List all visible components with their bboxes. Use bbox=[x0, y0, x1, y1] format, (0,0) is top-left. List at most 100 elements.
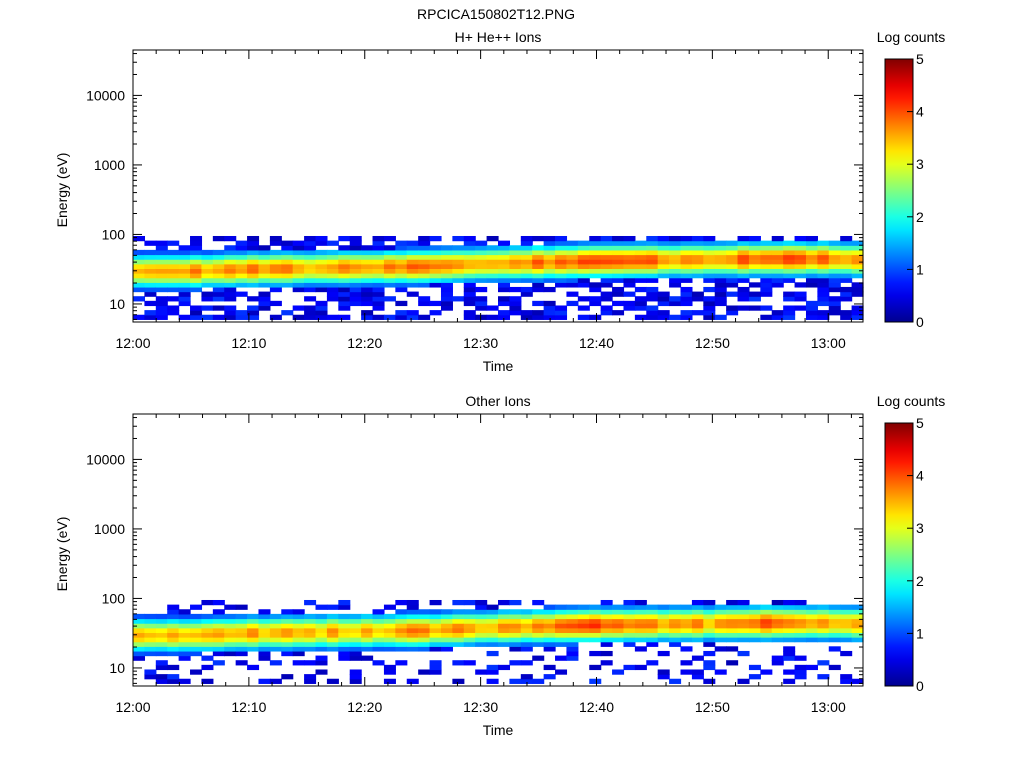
heatmap-cell bbox=[714, 604, 727, 610]
heatmap-cell bbox=[406, 263, 419, 270]
heatmap-cell bbox=[509, 273, 522, 279]
heatmap-cell bbox=[646, 268, 659, 274]
heatmap-cell bbox=[737, 249, 750, 256]
heatmap-cell bbox=[383, 627, 396, 634]
heatmap-cell bbox=[440, 286, 453, 293]
heatmap-cell bbox=[440, 632, 453, 638]
heatmap-cell bbox=[532, 627, 545, 634]
heatmap-cell bbox=[840, 632, 853, 638]
heatmap-cell bbox=[224, 286, 237, 293]
heatmap-cell bbox=[817, 310, 830, 316]
heatmap-cell bbox=[338, 273, 351, 279]
heatmap-cell bbox=[315, 268, 328, 274]
heatmap-cell bbox=[155, 310, 168, 316]
heatmap-cell bbox=[623, 273, 636, 279]
heatmap-cell bbox=[703, 650, 716, 657]
heatmap-cell bbox=[520, 268, 533, 274]
heatmap-cell bbox=[349, 273, 362, 279]
heatmap-cell bbox=[520, 674, 533, 680]
heatmap-cell bbox=[520, 613, 533, 620]
heatmap-cell bbox=[646, 310, 659, 316]
heatmap-cell bbox=[429, 235, 442, 242]
heatmap-cell bbox=[851, 623, 864, 629]
heatmap-cell bbox=[463, 268, 476, 274]
heatmap-cell bbox=[828, 263, 841, 270]
heatmap-cell bbox=[817, 240, 830, 246]
heatmap-cell bbox=[805, 249, 818, 256]
heatmap-cell bbox=[555, 305, 568, 311]
heatmap-cell bbox=[315, 282, 328, 288]
heatmap-cell bbox=[634, 268, 647, 274]
heatmap-cell bbox=[703, 259, 716, 265]
heatmap-cell bbox=[555, 235, 568, 242]
heatmap-cell bbox=[440, 291, 453, 297]
heatmap-cell bbox=[338, 254, 351, 260]
y-axis-label: Energy (eV) bbox=[54, 153, 70, 228]
heatmap-cell bbox=[144, 314, 157, 320]
heatmap-cell bbox=[737, 259, 750, 265]
x-tick-label: 12:30 bbox=[463, 335, 498, 351]
heatmap-cell bbox=[190, 637, 203, 643]
heatmap-cell bbox=[395, 627, 408, 634]
heatmap-cell bbox=[463, 249, 476, 256]
heatmap-cell bbox=[589, 296, 602, 302]
heatmap-cell bbox=[133, 632, 146, 638]
heatmap-cell bbox=[714, 282, 727, 288]
heatmap-cell bbox=[144, 669, 157, 675]
heatmap-cell bbox=[349, 678, 362, 684]
heatmap-cell bbox=[133, 650, 146, 657]
heatmap-cell bbox=[726, 632, 739, 638]
heatmap-cell bbox=[304, 310, 317, 316]
heatmap-cell bbox=[748, 282, 761, 288]
heatmap-cell bbox=[669, 300, 682, 307]
heatmap-cell bbox=[452, 613, 465, 620]
heatmap-cell bbox=[338, 300, 351, 307]
x-tick-label: 12:50 bbox=[695, 335, 730, 351]
heatmap-cell bbox=[361, 291, 374, 297]
heatmap-cell bbox=[201, 282, 214, 288]
heatmap-cell bbox=[851, 286, 864, 293]
heatmap-cell bbox=[406, 604, 419, 610]
heatmap-cell bbox=[155, 245, 168, 251]
heatmap-cells bbox=[133, 599, 864, 684]
heatmap-cell bbox=[669, 240, 682, 246]
heatmap-cell bbox=[224, 235, 237, 242]
heatmap-cell bbox=[224, 627, 237, 634]
heatmap-cell bbox=[212, 296, 225, 302]
heatmap-cell bbox=[555, 613, 568, 620]
heatmap-cell bbox=[703, 641, 716, 647]
heatmap-cell bbox=[783, 305, 796, 311]
heatmap-cell bbox=[349, 632, 362, 638]
heatmap-cell bbox=[418, 254, 431, 260]
heatmap-cell bbox=[532, 263, 545, 270]
heatmap-cell bbox=[224, 310, 237, 316]
heatmap-cell bbox=[783, 249, 796, 256]
heatmap-cell bbox=[543, 664, 556, 671]
heatmap-cell bbox=[532, 609, 545, 615]
heatmap-cell bbox=[600, 618, 613, 624]
heatmap-cell bbox=[440, 623, 453, 629]
heatmap-cell bbox=[178, 254, 191, 260]
heatmap-cell bbox=[315, 613, 328, 620]
heatmap-cell bbox=[258, 277, 271, 283]
heatmap-cell bbox=[760, 637, 773, 643]
heatmap-cell bbox=[623, 268, 636, 274]
heatmap-cell bbox=[452, 277, 465, 283]
heatmap-cell bbox=[760, 268, 773, 274]
heatmap-cell bbox=[235, 254, 248, 260]
heatmap-cell bbox=[532, 314, 545, 320]
heatmap-cell bbox=[771, 623, 784, 629]
heatmap-cell bbox=[543, 286, 556, 293]
heatmap-cell bbox=[532, 286, 545, 293]
y-tick-label: 1000 bbox=[94, 521, 125, 537]
heatmap-cell bbox=[783, 291, 796, 297]
heatmap-cell bbox=[509, 310, 522, 316]
heatmap-cell bbox=[475, 245, 488, 251]
heatmap-cell bbox=[155, 632, 168, 638]
heatmap-cell bbox=[760, 618, 773, 624]
heatmap-cell bbox=[429, 641, 442, 647]
heatmap-cell bbox=[691, 613, 704, 620]
heatmap-cell bbox=[691, 254, 704, 260]
heatmap-cell bbox=[269, 273, 282, 279]
heatmap-cell bbox=[269, 660, 282, 666]
